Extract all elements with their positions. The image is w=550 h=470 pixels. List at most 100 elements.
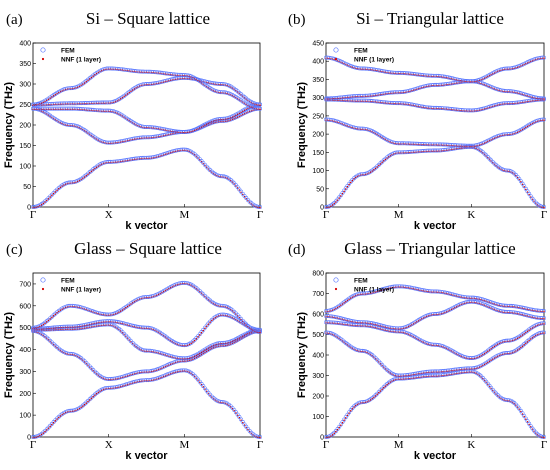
y-tick-label: 500 <box>312 332 324 339</box>
nnf-point <box>44 201 46 203</box>
panel-label: (a) <box>6 12 23 28</box>
fem-point <box>258 205 262 209</box>
nnf-point <box>381 161 383 164</box>
legend-fem-label: FEM <box>354 47 368 54</box>
nnf-point <box>85 174 88 177</box>
panel-label: (b) <box>288 12 306 28</box>
fem-point <box>540 204 545 209</box>
band-series <box>31 147 262 209</box>
y-axis-label: Frequency (THz) <box>3 82 15 169</box>
nnf-point <box>46 429 48 431</box>
x-tick-label: Γ <box>541 439 547 451</box>
nnf-point <box>83 82 86 84</box>
fem-point <box>61 121 66 126</box>
nnf-point <box>543 98 545 100</box>
x-tick-label: Γ <box>30 209 36 221</box>
y-tick-label: 450 <box>312 41 324 48</box>
nnf-point <box>209 321 211 323</box>
nnf-point <box>85 80 88 83</box>
nnf-point <box>341 192 344 195</box>
y-tick-label: 0 <box>27 205 31 212</box>
nnf-point <box>130 90 132 92</box>
nnf-point <box>383 160 385 162</box>
chart-panel: (a) Si – Square lattice050100150200250300… <box>3 9 263 232</box>
plot-frame <box>325 272 545 438</box>
nnf-point <box>379 390 382 392</box>
y-tick-label: 600 <box>19 303 31 310</box>
nnf-point <box>47 427 50 429</box>
nnf-point <box>376 166 378 168</box>
nnf-point <box>49 196 51 198</box>
nnf-point <box>90 76 93 79</box>
x-tick-label: Γ <box>257 439 263 451</box>
y-tick-label: 600 <box>312 312 324 319</box>
nnf-point <box>199 334 201 336</box>
fem-point <box>258 106 262 111</box>
nnf-point <box>543 206 545 209</box>
nnf-point <box>125 94 127 96</box>
nnf-point <box>94 74 96 76</box>
y-tick-label: 200 <box>312 394 324 401</box>
y-tick-label: 400 <box>312 59 324 66</box>
nnf-point <box>82 177 84 180</box>
band-series <box>324 144 546 209</box>
nnf-point <box>338 426 340 429</box>
nnf-point <box>346 414 349 417</box>
x-axis-label: k vector <box>414 220 457 232</box>
nnf-point <box>197 336 199 338</box>
x-axis-label: k vector <box>414 450 457 462</box>
nnf-point <box>42 432 45 434</box>
y-tick-label: 300 <box>19 369 31 376</box>
chart-title: Glass – Square lattice <box>74 239 222 258</box>
nnf-point <box>58 416 60 419</box>
nnf-point <box>89 172 91 174</box>
fem-point <box>113 109 118 114</box>
fem-point <box>223 82 228 87</box>
plot-frame <box>325 42 545 208</box>
x-axis-label: k vector <box>125 450 168 462</box>
nnf-point <box>49 425 51 428</box>
nnf-point <box>543 119 545 121</box>
nnf-point <box>348 183 350 186</box>
nnf-point <box>92 395 94 398</box>
nnf-point <box>192 341 194 343</box>
nnf-point <box>83 403 86 406</box>
nnf-point <box>259 108 261 110</box>
y-tick-label: 250 <box>312 113 324 120</box>
y-tick-label: 100 <box>312 414 324 421</box>
nnf-point <box>350 410 352 412</box>
nnf-point <box>335 201 337 203</box>
legend-nnf-label: NNF (1 layer) <box>61 56 101 63</box>
nnf-point <box>383 386 385 389</box>
nnf-point <box>378 164 380 167</box>
nnf-point <box>336 428 339 431</box>
nnf-point <box>87 173 89 175</box>
x-tick-label: Γ <box>257 209 263 221</box>
nnf-point <box>83 176 86 178</box>
nnf-point <box>346 185 349 188</box>
nnf-point <box>44 430 46 433</box>
nnf-point <box>87 79 89 82</box>
chart-panel: (c) Glass – Square lattice010020030040050… <box>3 239 263 462</box>
nnf-point <box>87 400 89 403</box>
nnf-point <box>82 83 84 85</box>
nnf-point <box>338 197 340 199</box>
legend-fem-label: FEM <box>61 277 75 284</box>
y-tick-label: 300 <box>312 95 324 102</box>
fem-point <box>137 123 142 128</box>
x-tick-label: X <box>105 209 113 221</box>
nnf-point <box>205 325 208 327</box>
nnf-point <box>543 323 545 325</box>
x-tick-label: Γ <box>541 209 547 221</box>
nnf-point <box>42 202 45 205</box>
y-tick-label: 500 <box>19 325 31 332</box>
y-tick-label: 100 <box>19 413 31 420</box>
y-tick-label: 50 <box>316 186 324 193</box>
fem-point <box>251 105 256 110</box>
nnf-point <box>525 188 527 191</box>
x-tick-label: Γ <box>323 439 329 451</box>
fem-point <box>187 73 192 78</box>
nnf-point <box>128 91 131 94</box>
x-tick-label: Γ <box>30 439 36 451</box>
